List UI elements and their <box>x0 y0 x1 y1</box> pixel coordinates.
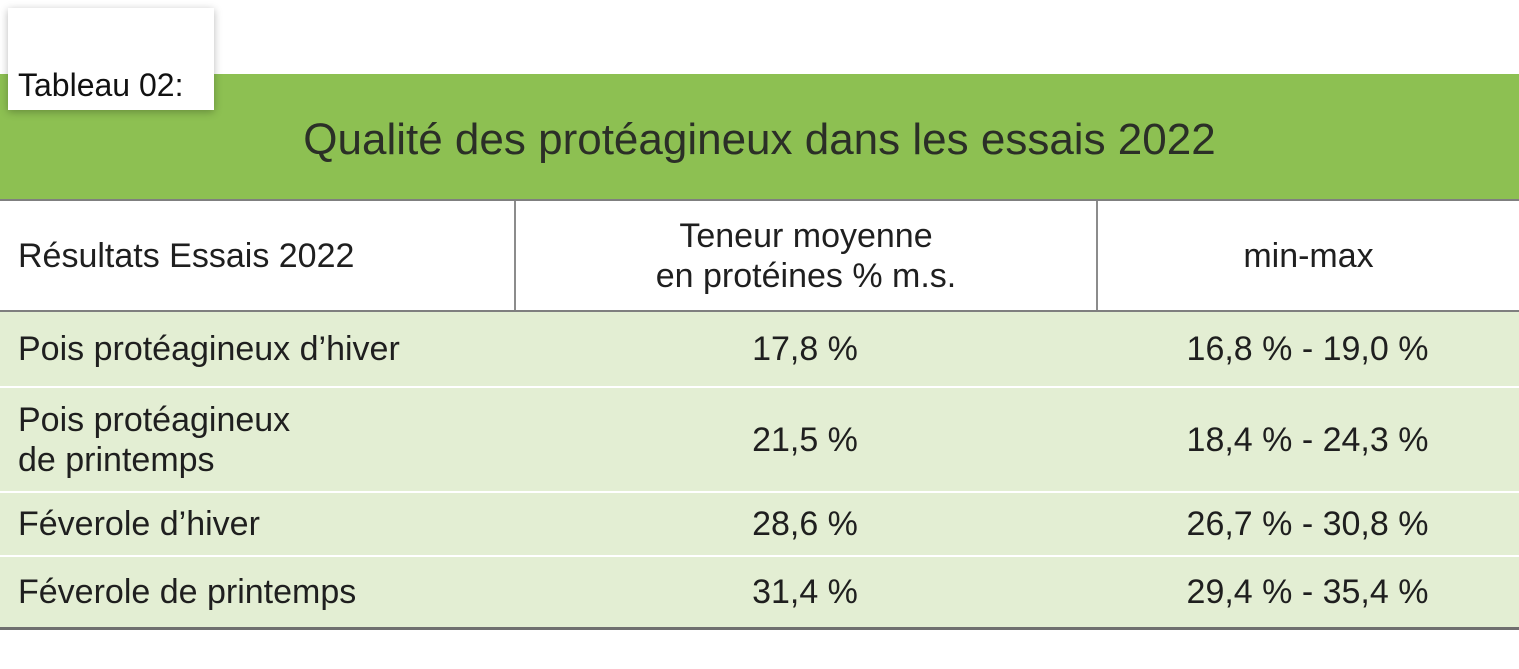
row-range: 29,4 % - 35,4 % <box>1186 573 1429 611</box>
table-body: Pois protéagineux d’hiver 17,8 % 16,8 % … <box>0 312 1519 627</box>
table-label: Tableau 02: <box>18 67 184 103</box>
table-header-row: Résultats Essais 2022 Teneur moyenne en … <box>0 199 1519 312</box>
table-label-box <box>8 8 214 110</box>
protein-quality-table: Résultats Essais 2022 Teneur moyenne en … <box>0 199 1519 630</box>
table-row: Pois protéagineux d’hiver 17,8 % 16,8 % … <box>0 312 1519 386</box>
row-name: Pois protéagineux de printemps <box>18 400 291 479</box>
row-name: Pois protéagineux d’hiver <box>18 330 400 368</box>
row-name: Féverole de printemps <box>18 573 357 611</box>
table-row: Féverole de printemps 31,4 % 29,4 % - 35… <box>0 557 1519 627</box>
row-mean: 21,5 % <box>752 420 858 459</box>
header-results: Résultats Essais 2022 <box>18 236 355 275</box>
row-mean: 28,6 % <box>752 505 858 543</box>
table-row: Pois protéagineux de printemps 21,5 % 18… <box>0 388 1519 491</box>
row-range: 16,8 % - 19,0 % <box>1186 330 1429 368</box>
table-title: Qualité des protéagineux dans les essais… <box>303 115 1216 164</box>
header-average-protein: Teneur moyenne en protéines % m.s. <box>514 201 1096 310</box>
row-range: 18,4 % - 24,3 % <box>1186 420 1429 459</box>
row-range: 26,7 % - 30,8 % <box>1186 505 1429 543</box>
row-name: Féverole d’hiver <box>18 505 260 543</box>
row-divider <box>0 491 1519 493</box>
row-divider <box>0 386 1519 388</box>
title-band <box>0 74 1519 199</box>
table-bottom-rule <box>0 627 1519 630</box>
table-row: Féverole d’hiver 28,6 % 26,7 % - 30,8 % <box>0 493 1519 555</box>
row-mean: 17,8 % <box>752 330 858 368</box>
row-divider <box>0 555 1519 557</box>
header-min-max: min-max <box>1096 201 1519 310</box>
row-mean: 31,4 % <box>752 573 858 611</box>
